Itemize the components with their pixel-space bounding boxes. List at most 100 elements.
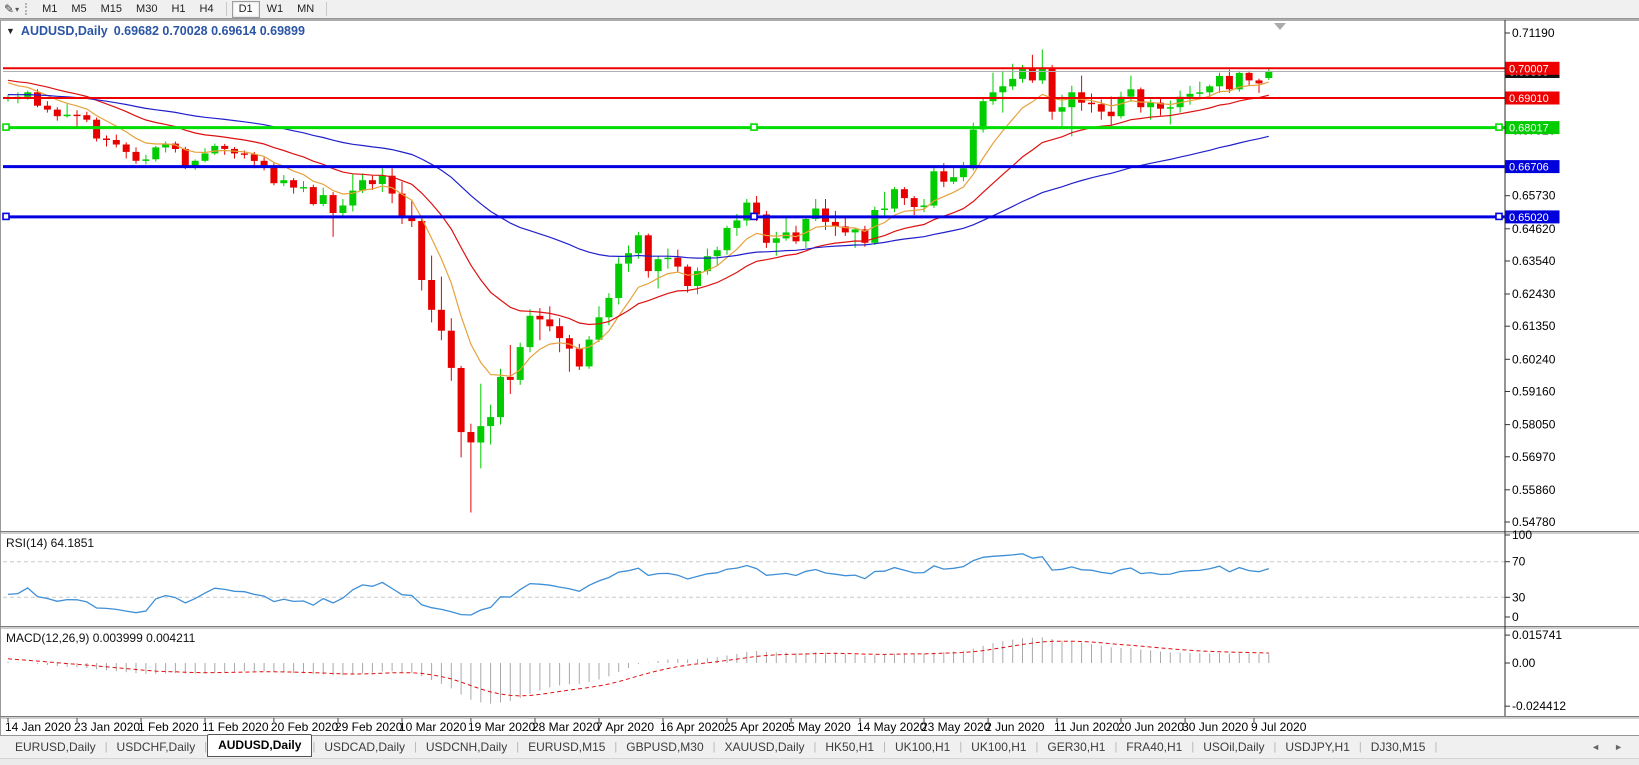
tab-divider: | <box>1358 741 1362 753</box>
tab-GBPUSD,M30[interactable]: GBPUSD,M30 <box>626 740 704 754</box>
tab-HK50,H1[interactable]: HK50,H1 <box>825 740 875 754</box>
rsi-tick-label: 100 <box>1512 528 1532 542</box>
price-tick-label: 0.63540 <box>1512 254 1556 268</box>
tab-FRA40,H1[interactable]: FRA40,H1 <box>1126 740 1183 754</box>
pencil-draw-tool-icon[interactable]: ✎ <box>4 2 15 16</box>
tab-divider: | <box>516 741 520 753</box>
hline-handle[interactable] <box>1495 212 1503 221</box>
date-label: 28 Mar 2020 <box>532 720 600 734</box>
tab-divider: | <box>1114 741 1118 753</box>
timeframe-button-MN[interactable]: MN <box>290 1 321 18</box>
timeframe-button-W1[interactable]: W1 <box>260 1 291 18</box>
panel-separator <box>0 717 1639 719</box>
tab-scroll-left-icon[interactable]: ◄ <box>1591 742 1601 752</box>
price-tick-label: 0.59160 <box>1512 385 1556 399</box>
tab-divider: | <box>312 741 316 753</box>
tab-divider: | <box>712 741 716 753</box>
tab-USOil,Daily[interactable]: USOil,Daily <box>1203 740 1265 754</box>
chart-title: ▼ AUDUSD,Daily 0.69682 0.70028 0.69614 0… <box>6 24 305 38</box>
price-tick-label: 0.54780 <box>1512 515 1556 529</box>
price-tick-label: 0.60240 <box>1512 352 1556 366</box>
toolbar-separator <box>225 2 227 16</box>
price-tick-label: 0.56970 <box>1512 450 1556 464</box>
date-label: 9 Jul 2020 <box>1251 720 1307 734</box>
date-label: 7 Apr 2020 <box>596 720 654 734</box>
panel-separator[interactable] <box>0 531 1639 532</box>
date-label: 11 Jun 2020 <box>1054 720 1119 734</box>
price-badge-hline: 0.68017 <box>1505 121 1560 135</box>
tab-GER30,H1[interactable]: GER30,H1 <box>1047 740 1106 754</box>
rsi-tick-label: 30 <box>1512 590 1526 604</box>
tab-USDCHF,Daily[interactable]: USDCHF,Daily <box>116 740 196 754</box>
tab-USDJPY,H1[interactable]: USDJPY,H1 <box>1285 740 1350 754</box>
tab-scroll-right-icon[interactable]: ► <box>1614 742 1623 752</box>
toolbar-grip[interactable] <box>25 3 29 15</box>
panel-separator[interactable] <box>0 716 1639 717</box>
macd-tick-label: 0.00 <box>1512 656 1536 670</box>
tab-AUDUSD,Daily[interactable]: AUDUSD,Daily <box>207 734 313 757</box>
tab-divider: | <box>883 741 886 753</box>
chart-ohlc-values: 0.69682 0.70028 0.69614 0.69899 <box>113 24 305 38</box>
timeframe-button-M1[interactable]: M1 <box>35 1 64 18</box>
hline-handle[interactable] <box>1495 123 1503 131</box>
ma-fast-line <box>7 81 1269 377</box>
tab-USDCAD,Daily[interactable]: USDCAD,Daily <box>324 740 405 754</box>
tab-divider: | <box>414 741 417 753</box>
hline-handle[interactable] <box>750 123 758 131</box>
rsi-line <box>7 553 1269 616</box>
tab-XAUUSD,Daily[interactable]: XAUUSD,Daily <box>724 740 805 754</box>
macd-signal-line <box>7 640 1269 697</box>
timeframe-button-H4[interactable]: H4 <box>193 1 221 18</box>
tab-USDCNH,Daily[interactable]: USDCNH,Daily <box>425 740 508 754</box>
date-label: 30 Jun 2020 <box>1182 720 1248 734</box>
tab-divider: | <box>104 741 108 753</box>
tab-UK100,H1[interactable]: UK100,H1 <box>971 740 1027 754</box>
ma-medium-line <box>7 79 1269 326</box>
tab-divider: | <box>959 741 963 753</box>
date-label: 14 May 2020 <box>857 720 927 734</box>
chart-symbol-period: AUDUSD,Daily <box>20 24 108 38</box>
date-label: 5 May 2020 <box>788 720 851 734</box>
panel-separator <box>0 627 1639 629</box>
timeframe-button-M15[interactable]: M15 <box>94 1 129 18</box>
tab-EURUSD,M15[interactable]: EURUSD,M15 <box>528 740 606 754</box>
rsi-tick-label: 70 <box>1512 555 1526 569</box>
toolbar: ✎ ▾ M1 M5 M15 M30 H1 H4 D1 W1 MN <box>0 0 1639 19</box>
panel-separator[interactable] <box>0 626 1639 627</box>
tab-divider: | <box>614 741 618 753</box>
hline-handle[interactable] <box>750 212 758 221</box>
date-label: 10 Mar 2020 <box>399 720 467 734</box>
tab-UK100,H1[interactable]: UK100,H1 <box>894 740 951 754</box>
price-tick-label: 0.62430 <box>1512 287 1556 301</box>
hline-handle[interactable] <box>2 123 10 131</box>
rsi-tick-label: 0 <box>1512 610 1519 624</box>
rsi-indicator-label: RSI(14) 64.1851 <box>6 536 95 550</box>
price-badge-hline: 0.69010 <box>1505 91 1560 105</box>
svg-text:0.69010: 0.69010 <box>1509 93 1549 105</box>
tab-EURUSD,Daily[interactable]: EURUSD,Daily <box>15 740 96 754</box>
chevron-down-icon[interactable]: ▾ <box>15 4 20 14</box>
macd-indicator-label: MACD(12,26,9) 0.003999 0.004211 <box>6 631 196 645</box>
tab-divider: | <box>1434 741 1438 753</box>
tab-divider: | <box>1035 741 1039 753</box>
date-label: 2 Jun 2020 <box>985 720 1045 734</box>
svg-text:0.68017: 0.68017 <box>1509 123 1549 135</box>
timeframe-button-M5[interactable]: M5 <box>64 1 93 18</box>
ma-slow-line <box>7 93 1269 259</box>
hline-handle[interactable] <box>2 212 10 221</box>
timeframe-button-M30[interactable]: M30 <box>129 1 164 18</box>
date-label: 29 Feb 2020 <box>335 720 403 734</box>
timeframe-button-D1[interactable]: D1 <box>231 0 260 18</box>
collapse-chart-icon[interactable]: ▼ <box>6 26 15 36</box>
tab-divider: | <box>813 741 817 753</box>
macd-tick-label: 0.015741 <box>1512 628 1562 642</box>
macd-histogram <box>7 637 1270 704</box>
date-label: 23 May 2020 <box>921 720 991 734</box>
price-badge-hline: 0.65020 <box>1505 210 1560 224</box>
tab-DJ30,M15[interactable]: DJ30,M15 <box>1370 740 1426 754</box>
macd-tick-label: -0.024412 <box>1512 699 1566 713</box>
timeframe-button-H1[interactable]: H1 <box>164 1 192 18</box>
chart-shift-marker-icon[interactable] <box>1274 23 1286 30</box>
